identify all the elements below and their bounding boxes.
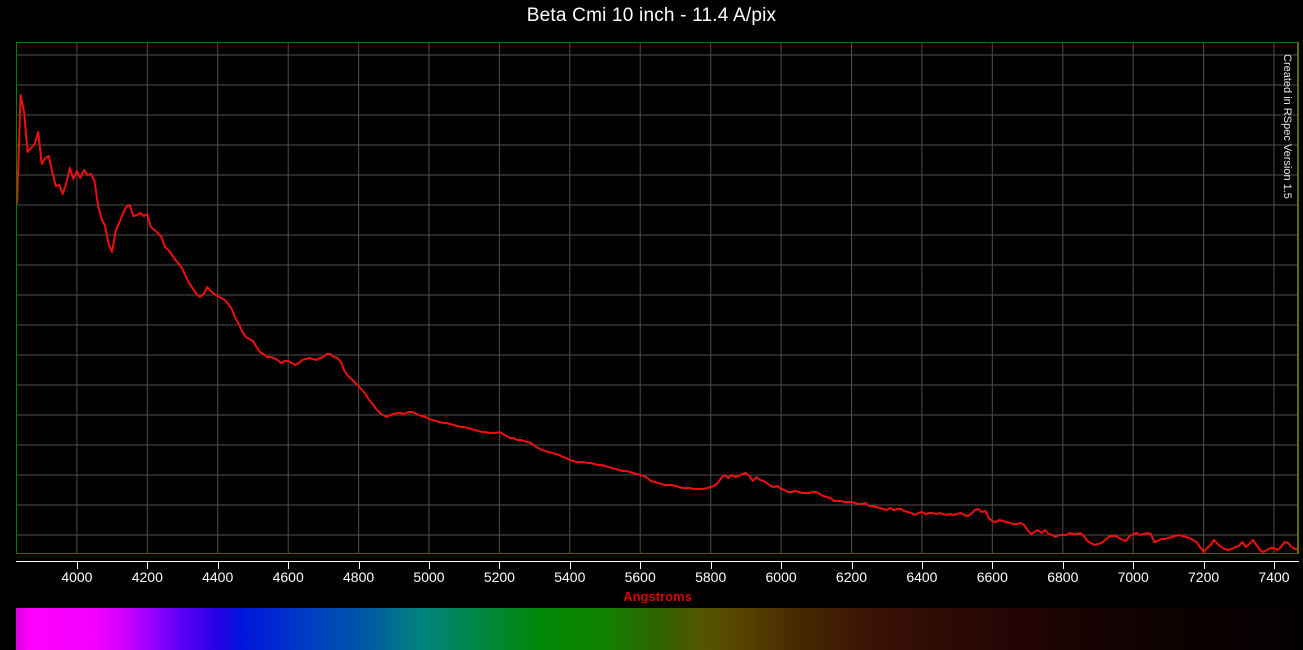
rspec-watermark: Created in RSpec Version 1.5: [1281, 54, 1293, 199]
x-axis-title: Angstroms: [623, 589, 692, 604]
x-axis-tick: [781, 562, 783, 569]
x-axis-tick: [992, 562, 994, 569]
x-axis-tick: [851, 562, 853, 569]
x-axis-tick-label: 7200: [1188, 569, 1220, 585]
x-axis-tick-label: 5400: [554, 569, 586, 585]
x-axis-tick-label: 5000: [413, 569, 445, 585]
x-axis-tick-label: 4800: [343, 569, 375, 585]
x-axis-tick: [1274, 562, 1275, 569]
x-axis-tick: [1062, 562, 1064, 569]
spectrum-curve: [16, 94, 1299, 553]
x-axis-tick-label: 4000: [61, 569, 93, 585]
plot-canvas[interactable]: [16, 42, 1299, 554]
x-axis-tick: [147, 562, 149, 569]
x-axis-tick: [288, 562, 290, 569]
x-axis-tick-label: 4600: [272, 569, 304, 585]
x-axis-line: [16, 561, 1299, 562]
x-axis-tick: [217, 562, 219, 569]
x-axis-tick-label: 6200: [835, 569, 868, 585]
x-axis-tick: [76, 562, 78, 569]
x-axis-tick: [1203, 562, 1205, 569]
x-axis-tick: [429, 562, 430, 569]
x-axis-tick-label: 5800: [695, 569, 727, 585]
x-axis-tick-label: 7400: [1258, 569, 1290, 585]
x-axis-tick-label: 4200: [131, 569, 163, 585]
grid-lines: [16, 42, 1299, 554]
x-axis-tick-label: 6400: [906, 569, 938, 585]
x-axis-tick-label: 5200: [483, 569, 515, 585]
x-axis-tick-label: 7000: [1117, 569, 1149, 585]
plot-background: [16, 42, 1299, 554]
x-axis-tick: [1133, 562, 1135, 569]
x-axis-tick: [710, 562, 712, 569]
x-axis-tick: [569, 562, 571, 569]
plot-border: [16, 42, 1299, 554]
x-axis-tick-label: 6800: [1047, 569, 1079, 585]
x-axis-tick-label: 6600: [976, 569, 1008, 585]
x-axis-tick: [921, 562, 923, 569]
x-axis-tick: [640, 562, 642, 569]
x-axis-tick-label: 4400: [202, 569, 234, 585]
x-axis-tick-label: 6000: [765, 569, 797, 585]
chart-title: Beta Cmi 10 inch - 11.4 A/pix: [526, 5, 777, 26]
x-axis-tick-label: 5600: [624, 569, 656, 585]
x-axis-tick: [499, 562, 501, 569]
synthesized-spectrum-bar: [16, 608, 1299, 650]
x-axis-tick: [358, 562, 360, 569]
